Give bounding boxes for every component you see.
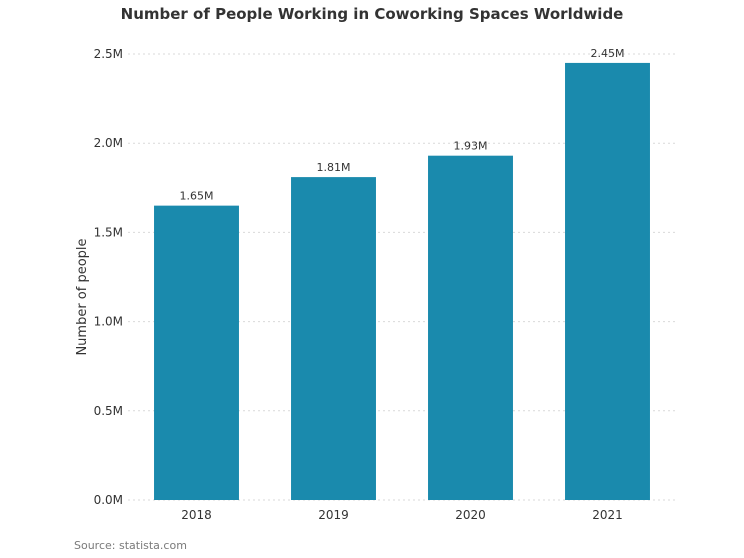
y-tick-label: 1.0M	[94, 315, 123, 329]
y-tick-label: 2.5M	[94, 47, 123, 61]
x-tick-label: 2021	[592, 508, 623, 522]
y-tick-label: 2.0M	[94, 136, 123, 150]
y-tick-label: 0.0M	[94, 493, 123, 507]
bar-2019	[291, 177, 376, 500]
chart-title: Number of People Working in Coworking Sp…	[120, 5, 624, 23]
x-tick-label: 2019	[318, 508, 349, 522]
y-tick-label: 0.5M	[94, 404, 123, 418]
bar-2020	[428, 155, 513, 501]
data-label: 2.45M	[591, 47, 625, 60]
source-note: Source: statista.com	[74, 539, 187, 552]
y-tick-label: 1.5M	[94, 225, 123, 239]
data-label: 1.81M	[317, 161, 351, 174]
y-axis-label: Number of people	[75, 238, 90, 355]
x-tick-label: 2020	[455, 508, 486, 522]
bar-2018	[154, 205, 239, 500]
bar-2021	[565, 62, 650, 501]
data-label: 1.65M	[180, 190, 214, 203]
x-tick-label: 2018	[181, 508, 212, 522]
data-label: 1.93M	[454, 140, 488, 153]
